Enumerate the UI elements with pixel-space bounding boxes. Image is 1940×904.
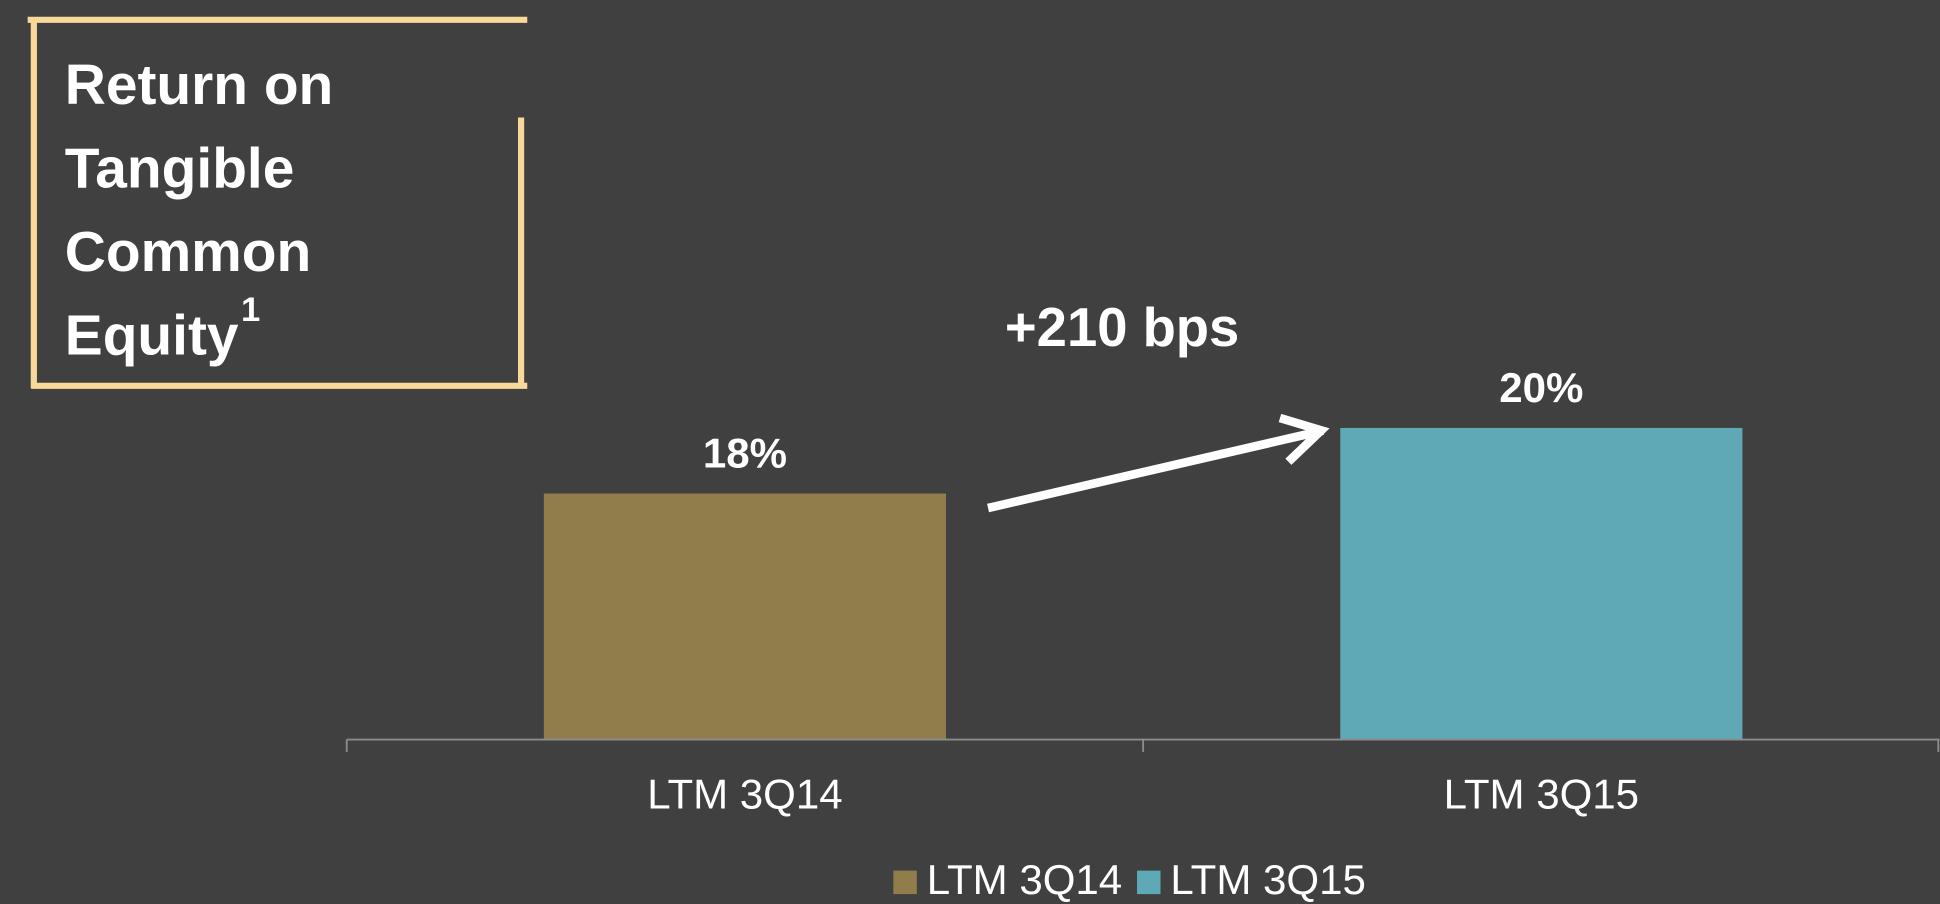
title-line: Common (65, 221, 311, 284)
chart-title: Return on Tangible Common Equity 1 (65, 54, 334, 367)
annotation: +210 bps (1005, 297, 1239, 358)
title-superscript: 1 (241, 291, 260, 329)
data-label: 18% (703, 430, 787, 477)
legend-swatch (893, 870, 917, 895)
title-line: Return on (65, 54, 334, 117)
arrow (987, 413, 1330, 513)
legend: LTM 3Q14 LTM 3Q15 (893, 856, 1366, 903)
x-tick-label: LTM 3Q15 (1444, 771, 1639, 818)
title-line: Equity (65, 304, 239, 367)
data-label: 20% (1499, 364, 1583, 411)
title-line: Tangible (65, 138, 295, 201)
x-tick-label: LTM 3Q14 (647, 771, 842, 818)
bar (1340, 427, 1743, 740)
legend-label: LTM 3Q14 (927, 856, 1122, 903)
legend-swatch (1137, 870, 1161, 895)
bar (543, 493, 947, 740)
legend-label: LTM 3Q15 (1170, 856, 1365, 903)
title-frame (27, 16, 528, 389)
